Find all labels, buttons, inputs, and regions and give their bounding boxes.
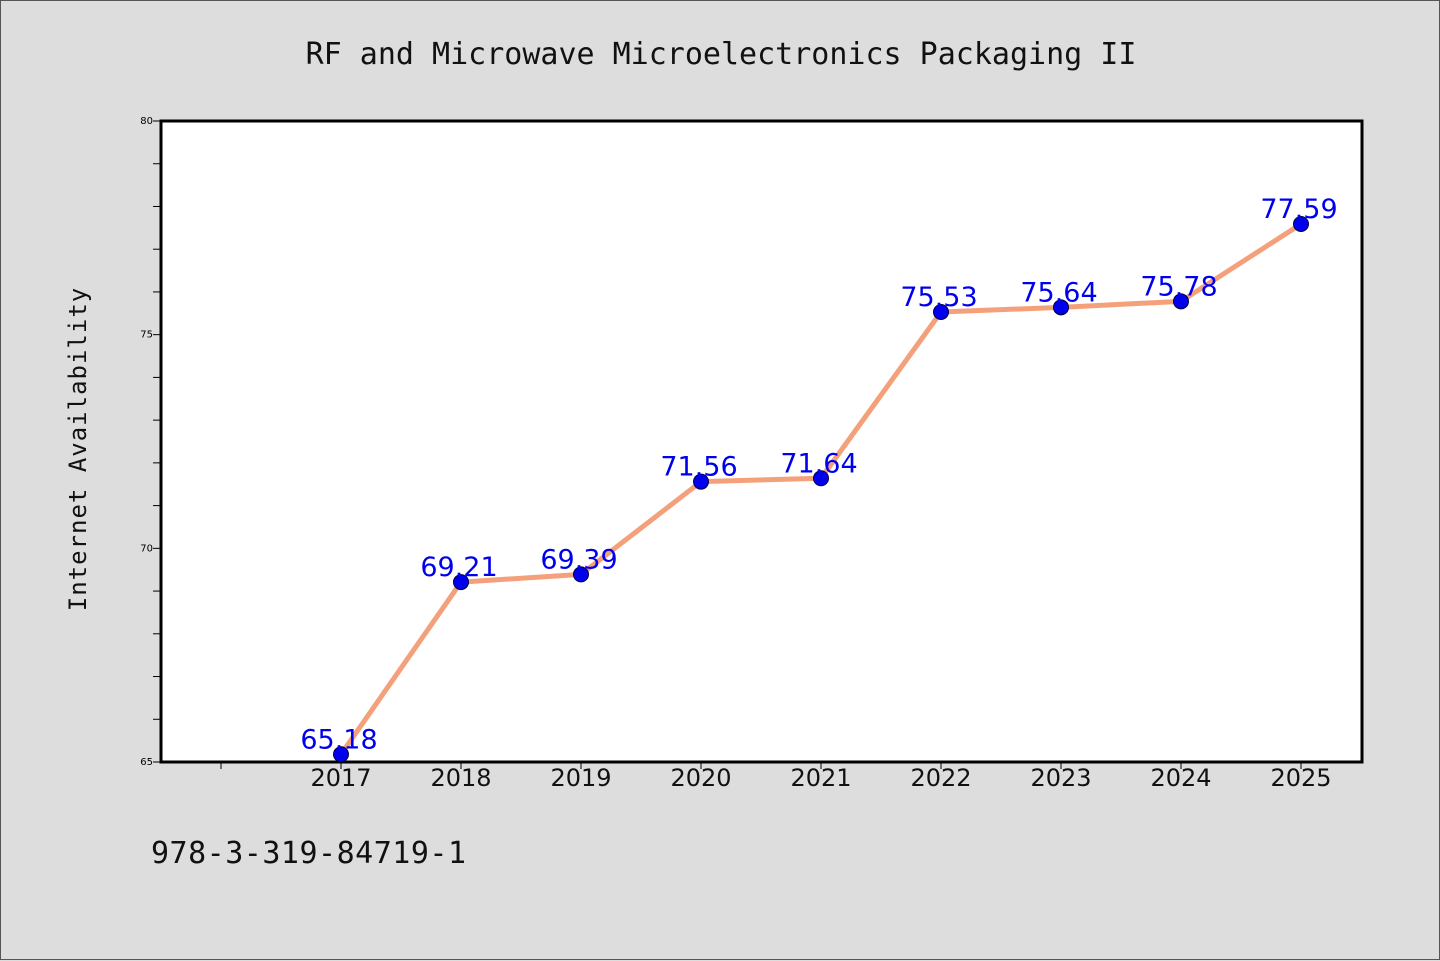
data-label: 69.39	[540, 544, 617, 575]
data-label: 75.78	[1140, 271, 1217, 302]
data-point	[573, 566, 589, 583]
data-label: 75.64	[1020, 277, 1097, 308]
data-point	[1173, 293, 1189, 310]
chart-title: RF and Microwave Microelectronics Packag…	[306, 37, 1137, 72]
y-tick-label: 65	[140, 757, 153, 768]
x-tick-label: 2023	[1030, 764, 1091, 792]
x-axis: 2017 2018 2019 2020 2021 2022 2023 2024 2025	[220, 762, 1332, 792]
x-tick-label: 2021	[790, 764, 851, 792]
y-tick-label: 80	[140, 116, 153, 127]
data-label: 65.18	[300, 724, 377, 755]
x-tick-label: 2019	[550, 764, 611, 792]
x-tick-label: 2024	[1150, 764, 1211, 792]
plot-area	[159, 119, 1364, 764]
data-labels: 65.18 69.21 69.39 71.56 71.64 75.53 75.64 75.78…	[300, 194, 1337, 755]
data-label: 71.64	[780, 448, 857, 479]
x-tick-label: 2017	[310, 764, 371, 792]
y-axis: 65 70 75 80	[140, 116, 161, 768]
y-tick-label: 70	[140, 543, 153, 554]
x-tick-label: 2018	[430, 764, 491, 792]
data-point	[693, 473, 709, 490]
data-points	[333, 215, 1309, 763]
data-label: 71.56	[660, 452, 737, 483]
x-tick-label: 2025	[1270, 764, 1331, 792]
data-point	[333, 746, 349, 763]
data-label: 69.21	[420, 552, 497, 583]
data-point	[1293, 215, 1309, 232]
isbn-caption: 978-3-319-84719-1	[151, 836, 467, 871]
y-axis-title: Internet Availability	[64, 287, 92, 611]
data-point	[933, 304, 949, 321]
data-label: 75.53	[900, 282, 977, 313]
data-point	[813, 470, 829, 487]
x-tick-label: 2022	[910, 764, 971, 792]
data-point	[453, 574, 469, 591]
data-point	[1053, 299, 1069, 316]
x-tick-label: 2020	[670, 764, 731, 792]
data-label: 77.59	[1260, 194, 1337, 225]
y-tick-label: 75	[140, 330, 153, 341]
